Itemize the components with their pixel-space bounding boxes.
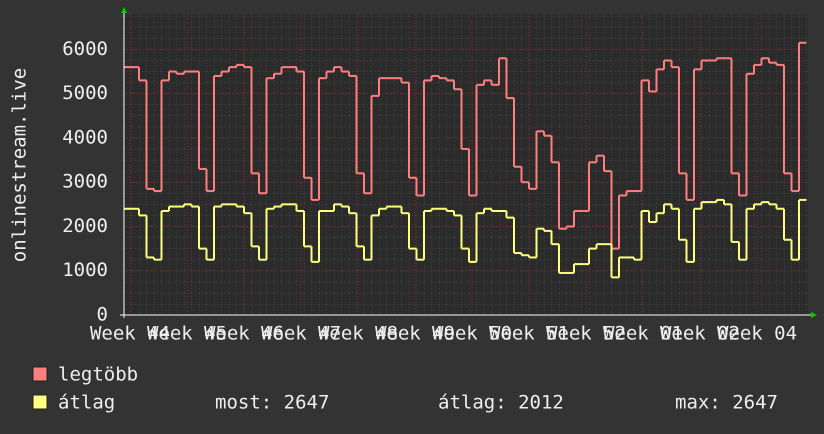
grid	[124, 14, 808, 316]
x-tick-label: Week 02	[660, 323, 740, 345]
y-tick-label: 4000	[62, 126, 108, 148]
legend-swatch	[32, 366, 48, 382]
x-tick-label: Week 45	[147, 323, 227, 345]
legend-stat: átlag: 2012	[438, 392, 564, 414]
legend-label: legtöbb	[58, 364, 138, 386]
y-tick-label: 1000	[62, 259, 108, 281]
legend-swatch	[32, 394, 48, 410]
axis-arrow	[121, 7, 127, 13]
legend-stat: most: 2647	[215, 392, 329, 414]
y-tick-label: 5000	[62, 82, 108, 104]
x-tick-label: Week 46	[204, 323, 284, 345]
legend: legtöbb átlag most: 2647 átlag: 2012 max: 26…	[32, 364, 778, 414]
x-tick-label: Week 47	[261, 323, 341, 345]
y-axis-label: onlinestream.live	[9, 68, 31, 262]
x-tick-label: Week 51	[489, 323, 569, 345]
y-tick-label: 3000	[62, 171, 108, 193]
y-tick-label: 6000	[62, 38, 108, 60]
lines	[124, 41, 807, 279]
minor-grid	[124, 14, 808, 315]
y-tick-label: 0	[97, 304, 108, 326]
x-tick-label: Week 50	[432, 323, 512, 345]
x-tick-label: Week 48	[318, 323, 398, 345]
x-tick-label: Week 01	[603, 323, 683, 345]
x-tick-label: Week 49	[375, 323, 455, 345]
x-tick-label: Week 44	[90, 323, 170, 345]
x-tick-label: Week 52	[546, 323, 626, 345]
legend-stat: max: 2647	[675, 392, 778, 414]
legend-label: átlag	[58, 392, 115, 414]
x-tick-label: Week 04	[717, 323, 797, 345]
y-tick-label: 2000	[62, 215, 108, 237]
axis-arrow	[811, 312, 817, 318]
